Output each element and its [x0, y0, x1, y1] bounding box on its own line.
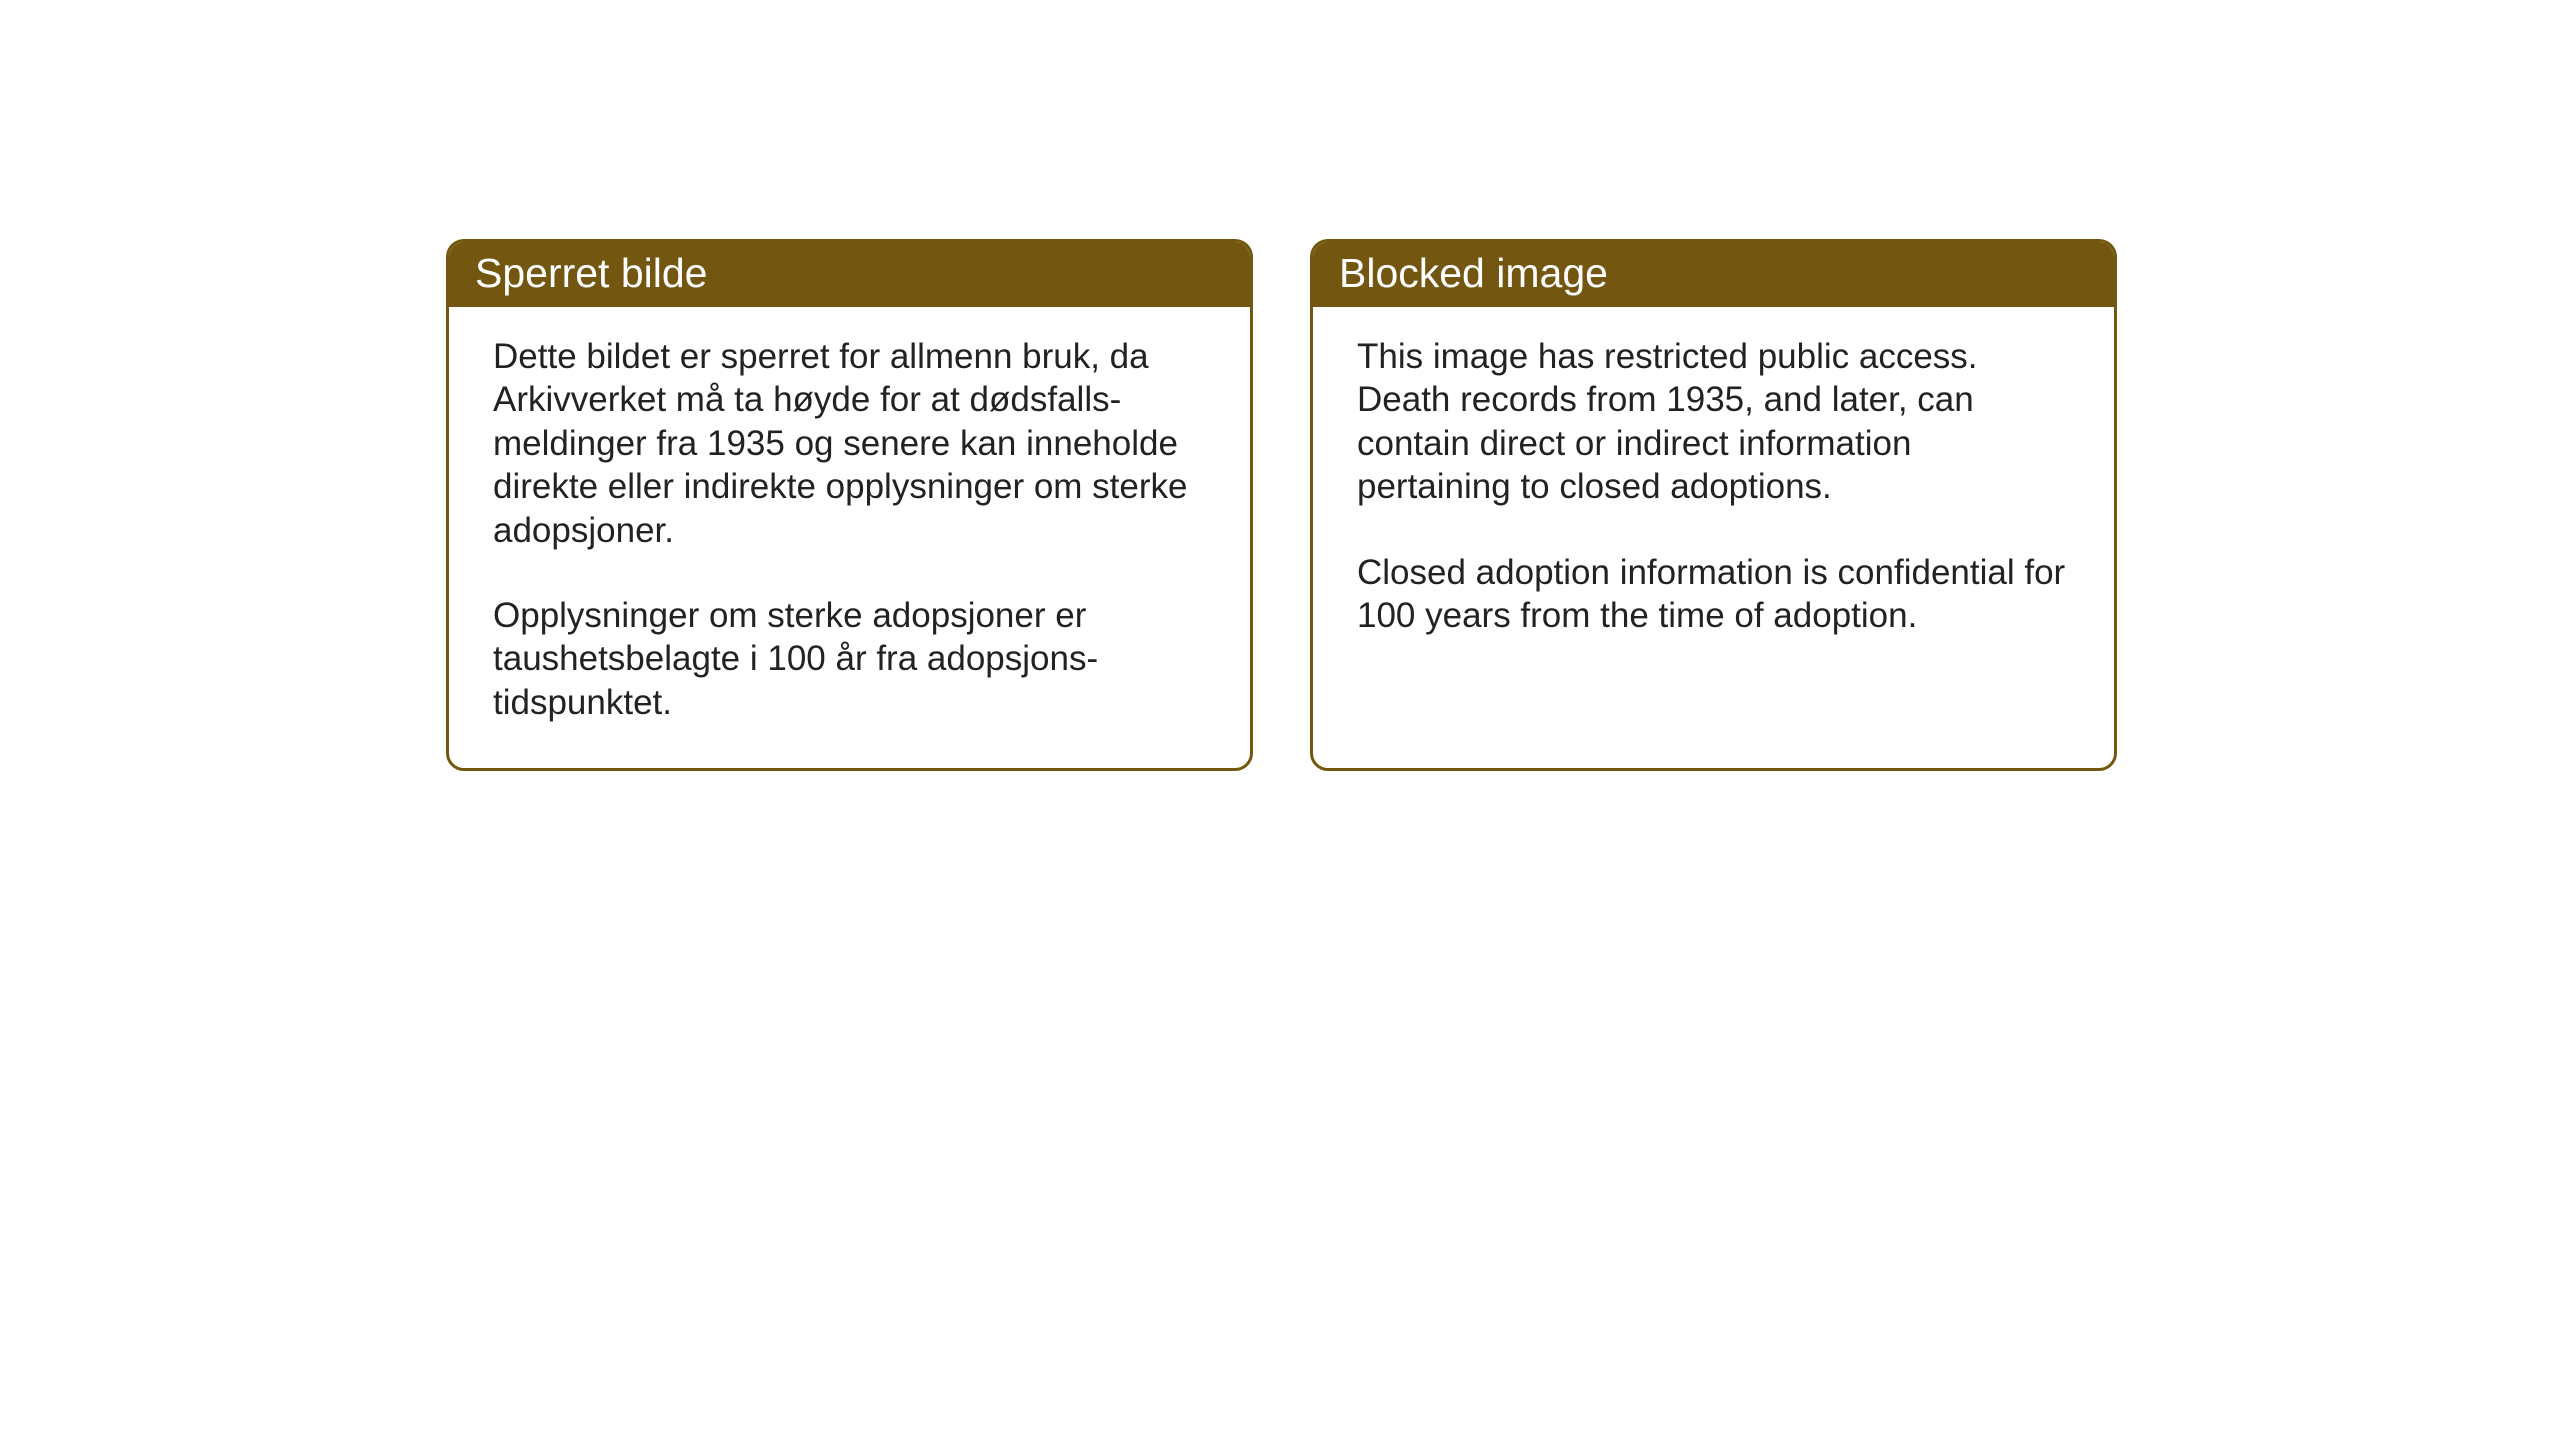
card-body-english: This image has restricted public access.… [1313, 307, 2114, 681]
paragraph-1-english: This image has restricted public access.… [1357, 335, 2070, 509]
blocked-image-card-english: Blocked image This image has restricted … [1310, 239, 2117, 771]
card-header-norwegian: Sperret bilde [449, 242, 1250, 307]
blocked-image-card-norwegian: Sperret bilde Dette bildet er sperret fo… [446, 239, 1253, 771]
paragraph-2-english: Closed adoption information is confident… [1357, 551, 2070, 638]
card-header-english: Blocked image [1313, 242, 2114, 307]
paragraph-1-norwegian: Dette bildet er sperret for allmenn bruk… [493, 335, 1206, 552]
paragraph-2-norwegian: Opplysninger om sterke adopsjoner er tau… [493, 594, 1206, 724]
card-body-norwegian: Dette bildet er sperret for allmenn bruk… [449, 307, 1250, 768]
notice-cards-container: Sperret bilde Dette bildet er sperret fo… [446, 239, 2117, 771]
